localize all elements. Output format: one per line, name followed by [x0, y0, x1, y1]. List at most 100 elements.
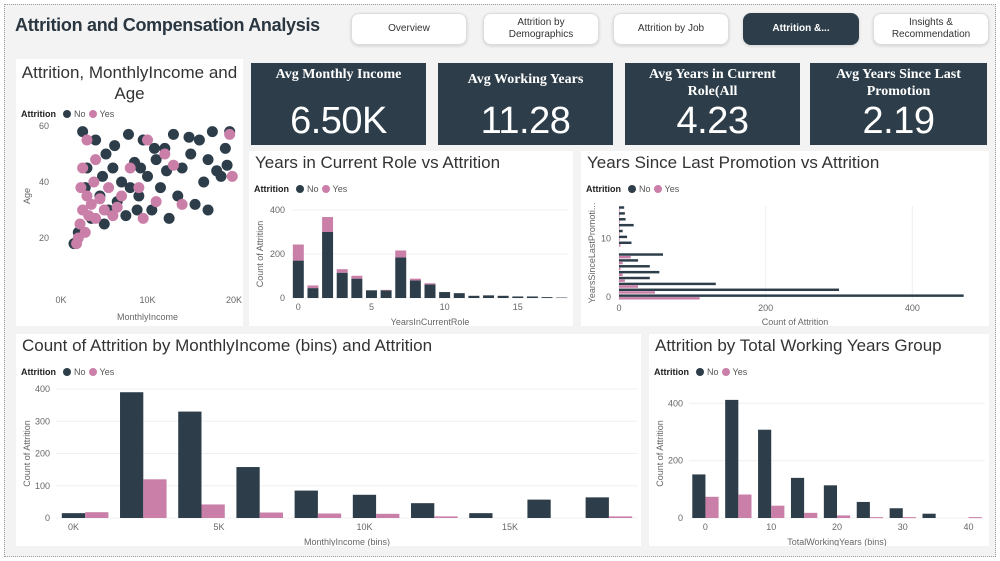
- bar-no: [453, 293, 465, 298]
- kpi-value: 11.28: [480, 100, 571, 142]
- chart-title: Years in Current Role vs Attrition: [255, 153, 501, 172]
- tab-insights-recommendation[interactable]: Insights & Recommendation: [873, 13, 989, 45]
- scatter-point-yes: [133, 182, 145, 194]
- bar-no: [61, 513, 86, 518]
- bar-yes: [259, 512, 283, 518]
- bar-no: [178, 411, 202, 518]
- kpi-label: Avg Monthly Income: [275, 67, 402, 82]
- scatter-point-yes: [90, 154, 102, 166]
- legend-no-dot-icon: [296, 185, 304, 193]
- legend-no-dot-icon: [628, 185, 636, 193]
- income-bins-panel: Count of Attrition by MonthlyIncome (bin…: [16, 334, 641, 546]
- scatter-point-yes: [79, 226, 91, 238]
- bar-no: [236, 467, 260, 518]
- promotion-chart: 0 200 400 0 10 Count of Attrition YearsSinceLa…: [587, 203, 964, 326]
- x-tick-label: 5K: [213, 522, 224, 532]
- bar-no: [365, 290, 377, 298]
- y-tick-label: 400: [35, 384, 50, 394]
- chart-title: Years Since Last Promotion vs Attrition: [587, 153, 880, 172]
- bar-no: [619, 223, 634, 227]
- bar-yes: [307, 285, 319, 289]
- bar-no: [619, 206, 625, 209]
- scatter-point-no: [172, 190, 184, 202]
- bar-no: [395, 257, 407, 298]
- bar-no: [790, 477, 805, 518]
- bar-yes: [85, 512, 109, 518]
- bar-no: [526, 296, 538, 298]
- current-role-panel: Years in Current Role vs Attrition Attri…: [249, 151, 573, 326]
- bar-yes: [409, 278, 421, 281]
- x-tick-label: 0K: [68, 522, 79, 532]
- legend-yes-dot-icon: [88, 110, 97, 118]
- bar-no: [352, 494, 377, 518]
- bar-yes: [619, 244, 621, 247]
- bar-yes: [619, 297, 700, 300]
- scatter-point-yes: [116, 190, 128, 202]
- bar-no: [380, 290, 392, 298]
- x-axis-label: MonthlyIncome: [117, 312, 178, 322]
- bar-yes: [201, 504, 225, 518]
- x-tick-label: 10K: [356, 522, 372, 532]
- scatter-point-no: [142, 170, 153, 182]
- scatter-point-no: [215, 170, 227, 182]
- legend-yes: Yes: [99, 109, 115, 119]
- tab-attrition-compensation[interactable]: Attrition &...: [743, 13, 859, 45]
- scatter-point-yes: [159, 148, 171, 160]
- bar-no: [411, 503, 435, 518]
- scatter-point-yes: [90, 212, 102, 224]
- bar-yes: [619, 214, 620, 218]
- bar-no: [889, 508, 903, 518]
- x-tick-label: 0: [703, 522, 708, 532]
- scatter-point-yes: [142, 134, 153, 146]
- bar-yes: [143, 479, 167, 518]
- bar-yes: [336, 269, 348, 273]
- bar-no: [619, 276, 650, 280]
- tab-attrition-by-job[interactable]: Attrition by Job: [613, 13, 729, 45]
- working-years-chart: 0 200 400 0 10 20 30 40 TotalWorkingYears (bins)…: [655, 398, 985, 546]
- bar-no: [856, 501, 870, 518]
- y-tick-label: 400: [270, 205, 285, 215]
- tab-attrition-by-demographics[interactable]: Attrition by Demographics: [483, 13, 599, 45]
- bar-no: [619, 241, 632, 245]
- legend-yes: Yes: [664, 184, 680, 194]
- legend-yes-dot-icon: [88, 368, 97, 376]
- scatter-point-yes: [75, 182, 87, 194]
- legend-yes: Yes: [99, 367, 115, 377]
- bar-no: [585, 497, 609, 518]
- scatter-point-no: [176, 162, 188, 174]
- x-axis-label: YearsInCurrentRole: [391, 317, 470, 326]
- x-tick-label: 0: [296, 302, 301, 312]
- y-axis-label: Count of Attrition: [255, 221, 265, 288]
- y-tick-label: 0: [45, 513, 50, 523]
- scatter-point-yes: [77, 162, 89, 174]
- x-tick-label: 15: [513, 302, 523, 312]
- bar-no: [120, 392, 144, 518]
- scatter-point-yes: [98, 204, 110, 216]
- tab-overview[interactable]: Overview: [351, 13, 467, 45]
- y-tick-label: 60: [39, 121, 49, 131]
- bar-yes: [351, 275, 363, 279]
- chart-title: Count of Attrition by MonthlyIncome (bin…: [22, 336, 433, 355]
- x-tick-label: 15K: [502, 522, 518, 532]
- x-axis-label: Count of Attrition: [762, 317, 829, 326]
- bar-yes: [619, 261, 623, 265]
- scatter-point-yes: [167, 159, 179, 171]
- y-tick-label: 300: [35, 416, 50, 426]
- y-tick-label: 200: [270, 249, 285, 259]
- bar-no: [424, 284, 436, 298]
- bar-yes: [738, 494, 752, 518]
- scatter-point-yes: [94, 193, 106, 205]
- scatter-point-no: [167, 128, 179, 140]
- scatter-point-yes: [226, 170, 238, 182]
- legend: Attrition No Yes: [254, 184, 347, 194]
- scatter-point-no: [109, 140, 121, 152]
- bar-yes: [395, 250, 407, 258]
- kpi-value: 6.50K: [290, 100, 387, 142]
- bar-yes: [619, 208, 620, 212]
- bar-yes: [376, 513, 400, 518]
- chart-title: Attrition, MonthlyIncome and Age: [21, 63, 238, 103]
- kpi-avg-monthly-income: Avg Monthly Income 6.50K: [251, 63, 426, 145]
- bar-yes: [837, 515, 851, 518]
- y-tick-label: 0: [678, 513, 683, 523]
- scatter-point-yes: [150, 196, 162, 208]
